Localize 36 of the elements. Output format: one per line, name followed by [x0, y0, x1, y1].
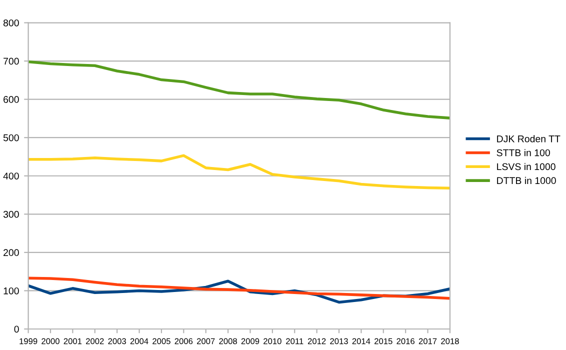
x-tick-label: 2003: [108, 338, 126, 344]
y-tick-label: 100: [4, 287, 19, 294]
x-tick-label: 2014: [352, 338, 370, 344]
x-tick-label: 2015: [374, 338, 392, 344]
y-tick-label: 800: [3, 19, 19, 26]
legend-label: LSVS in 1000: [497, 162, 556, 170]
legend-label: DJK Roden TT: [497, 135, 560, 142]
y-tick-label: 400: [3, 172, 19, 180]
y-tick-label: 600: [4, 96, 19, 103]
y-tick-label: 300: [3, 210, 19, 218]
y-tick-label: 500: [3, 134, 19, 142]
y-tick-label: 200: [4, 249, 19, 256]
x-tick-label: 2005: [152, 338, 170, 344]
legend-label: DTTB in 1000: [497, 176, 556, 184]
x-tick-label: 2008: [219, 338, 237, 344]
x-tick-label: 2007: [196, 338, 215, 344]
x-tick-label: 2018: [441, 338, 459, 344]
x-tick-label: 2004: [130, 338, 148, 344]
x-tick-label: 2012: [308, 338, 326, 344]
x-tick-label: 2017: [418, 338, 437, 344]
x-tick-label: 2009: [241, 338, 260, 344]
x-tick-label: 2002: [86, 338, 104, 344]
x-tick-label: 2016: [396, 338, 414, 344]
line-series: [28, 60, 450, 120]
x-tick-label: 2011: [286, 338, 304, 344]
x-tick-label: 2013: [330, 338, 348, 344]
x-tick-label: 2006: [174, 338, 193, 344]
line-series: [28, 154, 450, 190]
legend-label: STTB in 100: [496, 149, 550, 156]
y-tick-label: 700: [4, 58, 19, 65]
x-tick-label: 2001: [64, 338, 82, 344]
y-tick-label: 0: [14, 326, 19, 333]
x-tick-label: 1999: [20, 338, 38, 344]
x-tick-label: 2010: [264, 338, 282, 344]
x-tick-label: 2000: [42, 338, 60, 344]
line-series: [28, 276, 450, 300]
